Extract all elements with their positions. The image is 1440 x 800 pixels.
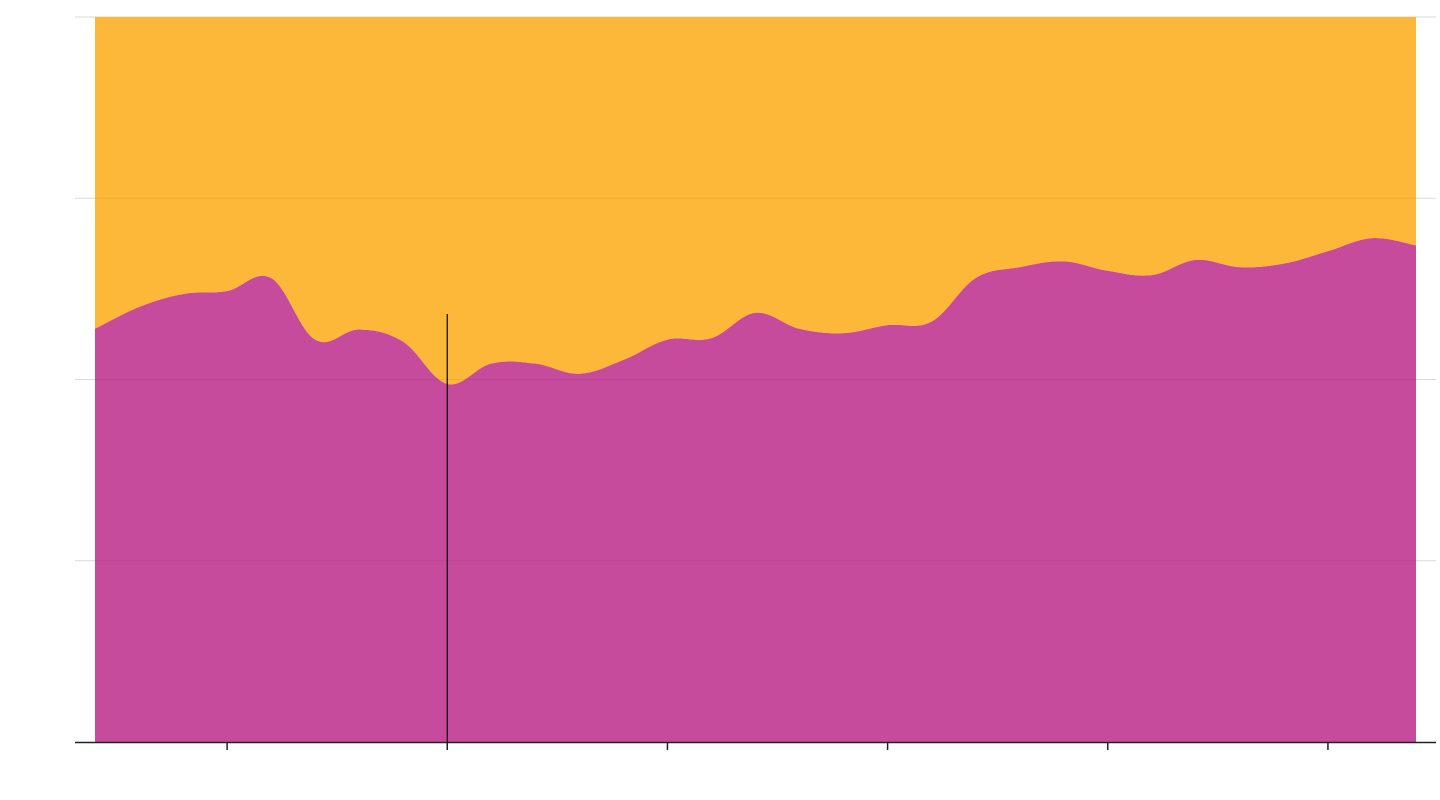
areas [95, 17, 1416, 742]
x-axis [75, 741, 1436, 750]
area-series-1 [95, 238, 1416, 742]
area-series-2 [95, 17, 1416, 385]
